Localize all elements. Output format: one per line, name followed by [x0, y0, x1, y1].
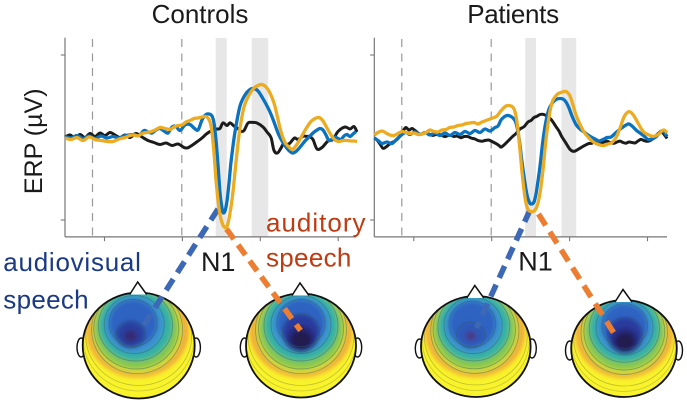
svg-text:speech: speech	[266, 243, 352, 273]
svg-text:N1: N1	[518, 246, 553, 276]
svg-text:audiovisual: audiovisual	[3, 247, 141, 277]
svg-text:auditory: auditory	[266, 208, 367, 238]
svg-text:Controls: Controls	[152, 0, 249, 29]
svg-text:N1: N1	[201, 247, 236, 277]
svg-text:speech: speech	[3, 285, 89, 315]
svg-text:ERP (µV): ERP (µV)	[20, 88, 48, 194]
svg-text:Patients: Patients	[467, 0, 559, 29]
